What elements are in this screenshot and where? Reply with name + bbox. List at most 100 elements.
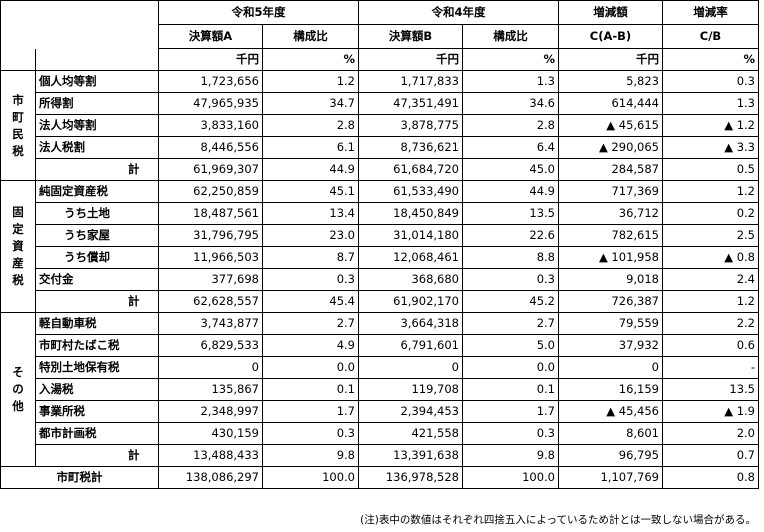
table-row: うち償却 11,966,503 8.7 12,068,461 8.8 ▲ 101,958 ▲… — [1, 246, 759, 269]
cell-a: 6,829,533 — [158, 334, 263, 357]
cell-b: 2,394,453 — [358, 400, 463, 423]
row-label: 都市計画税 — [35, 422, 159, 445]
row-label: うち土地 — [35, 202, 159, 225]
cell-c: 79,559 — [558, 312, 663, 335]
table-row: 都市計画税 430,159 0.3 421,558 0.3 8,601 2.0 — [1, 422, 759, 445]
cell-ar: 0.0 — [262, 356, 359, 379]
row-label: 法人税割 — [35, 136, 159, 159]
cell-br: 0.3 — [462, 268, 559, 291]
cell-b: 13,391,638 — [358, 444, 463, 467]
table-row: 所得割 47,965,935 34.7 47,351,491 34.6 614,444 1.… — [1, 92, 759, 115]
group-label-char: 他 — [12, 399, 24, 413]
cell-c: 284,587 — [558, 158, 663, 181]
cell-c: ▲ 45,615 — [558, 114, 663, 137]
cell-a: 430,159 — [158, 422, 263, 445]
cell-b: 3,878,775 — [358, 114, 463, 137]
row-label: 計 — [35, 444, 159, 467]
header-ratio-a: 構成比 — [262, 24, 359, 49]
cell-ar: 44.9 — [262, 158, 359, 181]
cell-cr: 0.6 — [662, 334, 759, 357]
group-label-char: そ — [12, 365, 24, 379]
row-label: 所得割 — [35, 92, 159, 115]
grand-total-a: 138,086,297 — [158, 466, 263, 489]
cell-c: 16,159 — [558, 378, 663, 401]
cell-c: ▲ 45,456 — [558, 400, 663, 423]
cell-br: 5.0 — [462, 334, 559, 357]
row-label: 特別土地保有税 — [35, 356, 159, 379]
cell-cr: 0.7 — [662, 444, 759, 467]
header-rate: 増減率 — [662, 0, 759, 25]
header-diff: 増減額 — [558, 0, 663, 25]
table-row: 固定資産税純固定資産税 62,250,859 45.1 61,533,490 44.9 7… — [0, 180, 759, 313]
cell-a: 62,250,859 — [158, 180, 263, 203]
group-total-row: 計 13,488,433 9.8 13,391,638 9.8 96,795 0.7 — [1, 444, 759, 467]
cell-cr: ▲ 1.9 — [662, 400, 759, 423]
cell-a: 2,348,997 — [158, 400, 263, 423]
cell-ar: 2.7 — [262, 312, 359, 335]
cell-cr: 1.2 — [662, 180, 759, 203]
footnote: (注)表中の数値はそれぞれ四捨五入によっているため計とは一致しない場合がある。 — [360, 514, 756, 526]
header-rate-formula: C/B — [662, 24, 759, 49]
table-row: 事業所税 2,348,997 1.7 2,394,453 1.7 ▲ 45,456 ▲ 1.… — [1, 400, 759, 423]
cell-a: 47,965,935 — [158, 92, 263, 115]
table-row: 市町村たばこ税 6,829,533 4.9 6,791,601 5.0 37,932 0.6 — [1, 334, 759, 357]
cell-b: 12,068,461 — [358, 246, 463, 269]
cell-br: 6.4 — [462, 136, 559, 159]
group-label-char: 市 — [12, 92, 24, 107]
cell-b: 31,014,180 — [358, 224, 463, 247]
unit-pct-1: % — [262, 48, 359, 71]
cell-cr: 2.4 — [662, 268, 759, 291]
unit-yen-2: 千円 — [358, 48, 463, 71]
cell-ar: 6.1 — [262, 136, 359, 159]
cell-c: 9,018 — [558, 268, 663, 291]
cell-br: 2.7 — [462, 312, 559, 335]
unit-pct-3: % — [462, 48, 559, 71]
group-label-char: 町 — [12, 109, 24, 124]
table-row: 交付金 377,698 0.3 368,680 0.3 9,018 2.4 — [1, 268, 759, 291]
units-corner-right — [35, 48, 159, 71]
cell-a: 1,723,656 — [158, 70, 263, 93]
cell-a: 61,969,307 — [158, 158, 263, 181]
cell-ar: 2.8 — [262, 114, 359, 137]
row-label: 入湯税 — [35, 378, 159, 401]
header-settlement-b: 決算額B — [358, 24, 463, 49]
row-label: 計 — [35, 158, 159, 181]
unit-yen-0: 千円 — [158, 48, 263, 71]
row-label: 事業所税 — [35, 400, 159, 423]
table-row: うち土地 18,487,561 13.4 18,450,849 13.5 36,712 0.… — [1, 202, 759, 225]
cell-ar: 45.1 — [262, 180, 359, 203]
cell-b: 6,791,601 — [358, 334, 463, 357]
group-label-char: 税 — [12, 273, 24, 287]
header-row-1: 令和5年度 令和4年度 増減額 増減率 — [0, 0, 759, 49]
cell-ar: 45.4 — [262, 290, 359, 313]
cell-b: 61,684,720 — [358, 158, 463, 181]
grand-total-br: 100.0 — [462, 466, 559, 489]
cell-ar: 4.9 — [262, 334, 359, 357]
unit-yen-4: 千円 — [558, 48, 663, 71]
table-row: うち家屋 31,796,795 23.0 31,014,180 22.6 782,615 2… — [1, 224, 759, 247]
group-total-row: 計 61,969,307 44.9 61,684,720 45.0 284,587 0.5 — [1, 158, 759, 181]
row-label: うち家屋 — [35, 224, 159, 247]
grand-total-b: 136,978,528 — [358, 466, 463, 489]
grand-total-row: 市町税計 138,086,297 100.0 136,978,528 100.0 1,10… — [0, 466, 759, 489]
cell-c: 717,369 — [558, 180, 663, 203]
grand-total-ar: 100.0 — [262, 466, 359, 489]
header-r5: 令和5年度 — [158, 0, 359, 25]
cell-ar: 9.8 — [262, 444, 359, 467]
cell-br: 44.9 — [462, 180, 559, 203]
cell-c: 782,615 — [558, 224, 663, 247]
table-row: 入湯税 135,867 0.1 119,708 0.1 16,159 13.5 — [1, 378, 759, 401]
row-label: 交付金 — [35, 268, 159, 291]
row-label: 軽自動車税 — [35, 312, 159, 335]
table-row: その他軽自動車税 3,743,877 2.7 3,664,318 2.7 79,559 2.… — [0, 312, 759, 467]
cell-cr: 1.3 — [662, 92, 759, 115]
group-total-row: 計 62,628,557 45.4 61,902,170 45.2 726,387 1.2 — [1, 290, 759, 313]
cell-a: 0 — [158, 356, 263, 379]
cell-b: 119,708 — [358, 378, 463, 401]
cell-a: 135,867 — [158, 378, 263, 401]
header-settlement-a: 決算額A — [158, 24, 263, 49]
cell-a: 13,488,433 — [158, 444, 263, 467]
cell-a: 3,743,877 — [158, 312, 263, 335]
header-row-2: 決算額A 構成比 決算額B 構成比 C(A-B) C/B — [1, 24, 759, 49]
cell-br: 22.6 — [462, 224, 559, 247]
